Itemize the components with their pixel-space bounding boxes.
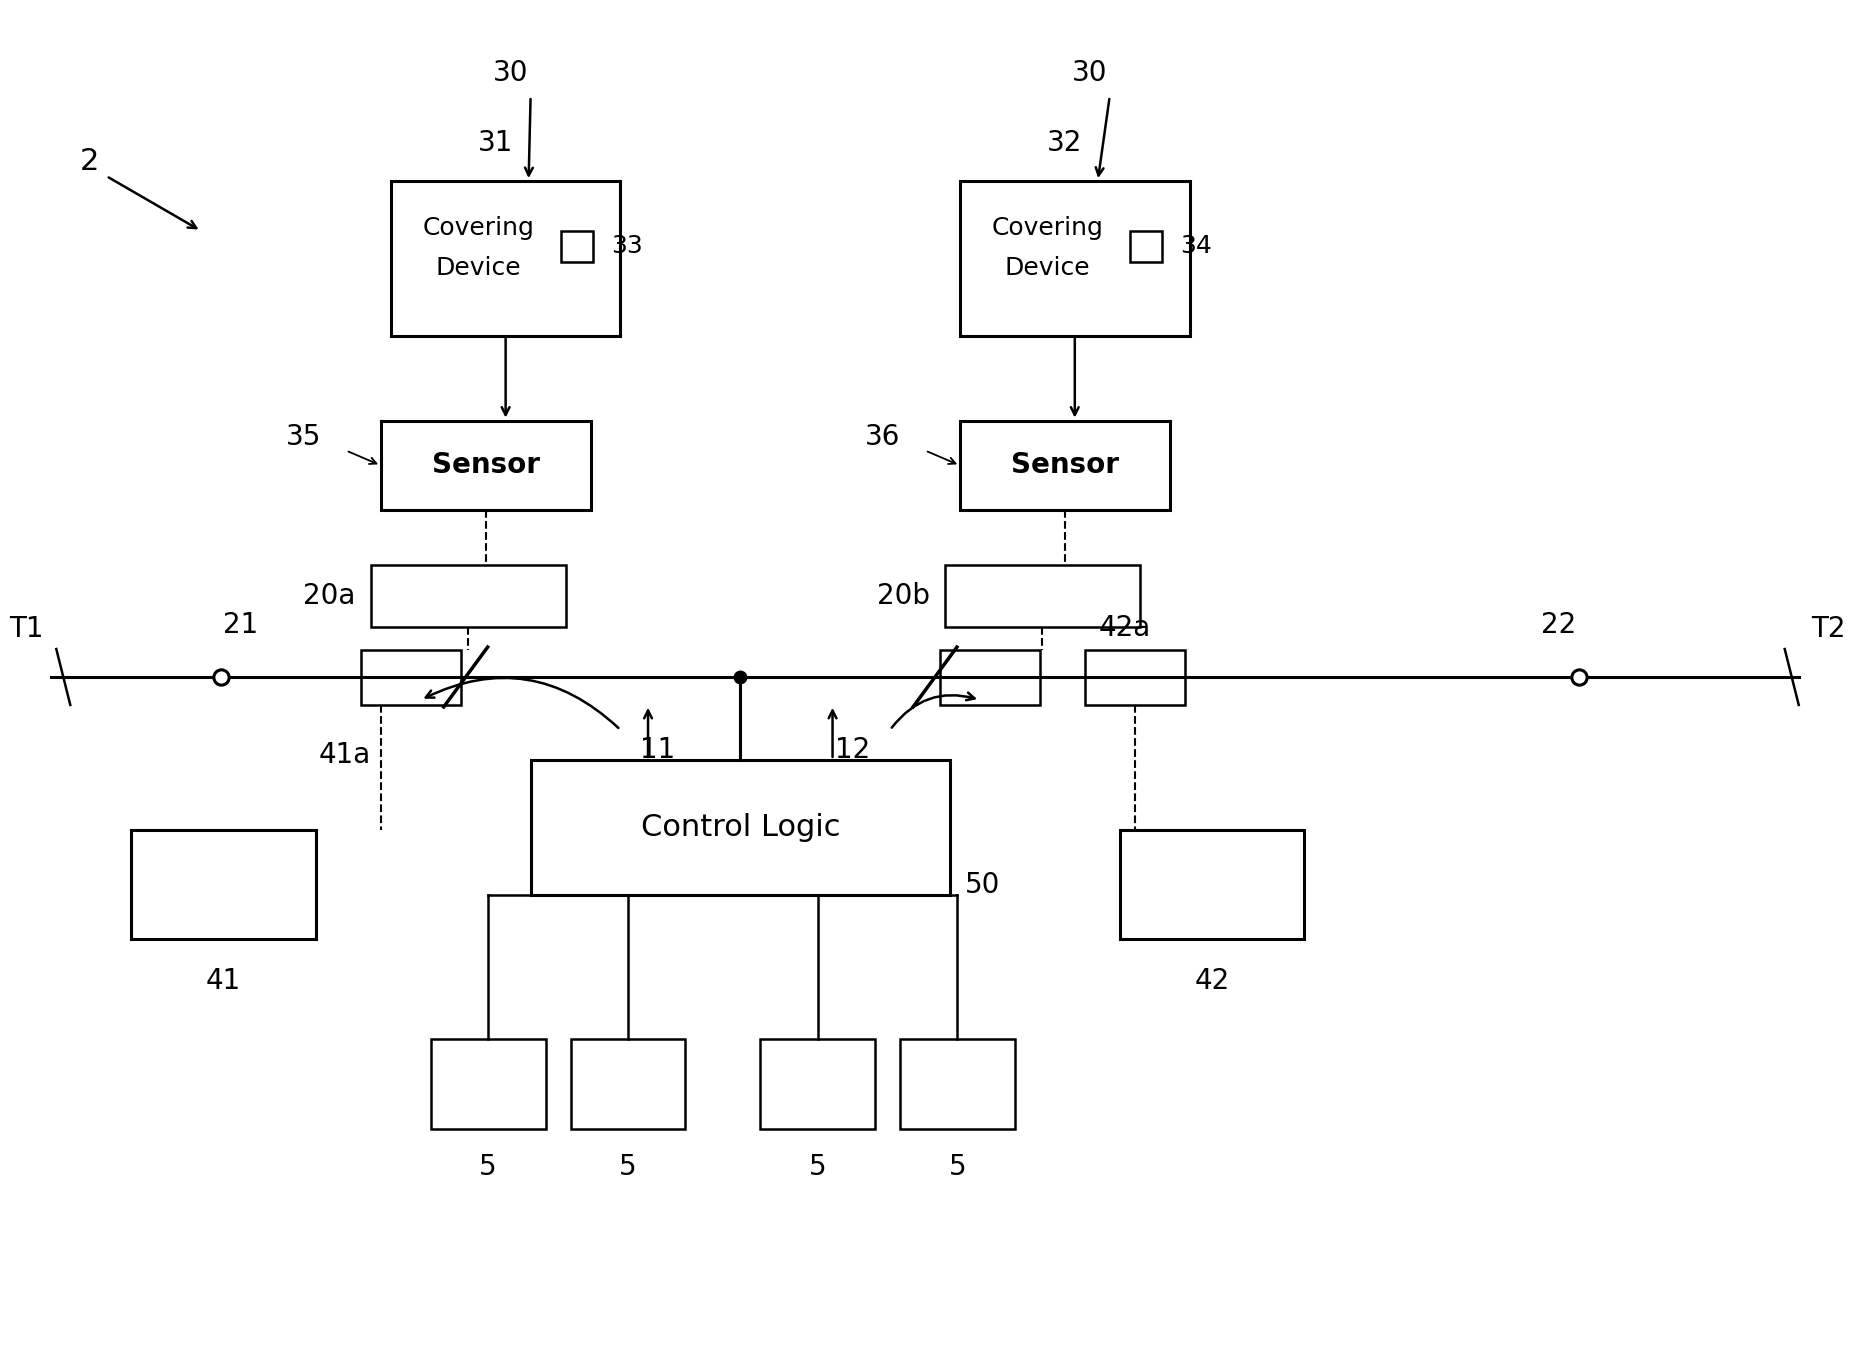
Text: 50: 50	[964, 871, 999, 899]
Text: Sensor: Sensor	[431, 451, 539, 479]
Text: 31: 31	[477, 129, 513, 157]
Text: 22: 22	[1542, 611, 1575, 639]
Bar	[391, 180, 621, 335]
Bar	[130, 829, 315, 940]
Text: 12: 12	[835, 736, 870, 763]
Text: 20b: 20b	[876, 583, 930, 610]
Bar	[360, 650, 460, 705]
Text: 21: 21	[224, 611, 259, 639]
Bar	[939, 650, 1040, 705]
Text: 30: 30	[1072, 59, 1107, 87]
Text: Device: Device	[1005, 256, 1089, 280]
Text: 34: 34	[1180, 234, 1212, 258]
Text: 30: 30	[492, 59, 528, 87]
Bar	[945, 565, 1139, 627]
Text: 20a: 20a	[304, 583, 356, 610]
Text: Sensor: Sensor	[1010, 451, 1118, 479]
Text: 33: 33	[610, 234, 641, 258]
Bar	[1118, 829, 1303, 940]
Text: 42a: 42a	[1098, 614, 1150, 642]
Text: 32: 32	[1046, 129, 1081, 157]
Text: T2: T2	[1810, 615, 1845, 643]
Text: 2: 2	[80, 147, 99, 175]
Bar	[431, 1039, 546, 1129]
Text: T1: T1	[9, 615, 43, 643]
Bar	[1085, 650, 1184, 705]
Text: 5: 5	[619, 1154, 636, 1180]
Bar	[380, 420, 591, 510]
Text: 41a: 41a	[319, 740, 371, 769]
Bar	[960, 420, 1169, 510]
Text: 42: 42	[1193, 968, 1228, 995]
Bar	[371, 565, 565, 627]
Text: 35: 35	[285, 424, 321, 451]
Bar	[561, 230, 593, 262]
Bar	[570, 1039, 684, 1129]
Bar	[531, 760, 949, 895]
Text: 5: 5	[809, 1154, 826, 1180]
Bar	[1130, 230, 1161, 262]
Text: Control Logic: Control Logic	[639, 813, 839, 841]
Bar	[960, 180, 1189, 335]
Text: Device: Device	[434, 256, 520, 280]
Bar	[900, 1039, 1014, 1129]
Text: 11: 11	[639, 736, 675, 763]
Text: 41: 41	[205, 968, 240, 995]
Text: Covering: Covering	[992, 215, 1103, 240]
Text: 5: 5	[949, 1154, 966, 1180]
Bar	[761, 1039, 874, 1129]
Text: 5: 5	[479, 1154, 496, 1180]
Text: Covering: Covering	[421, 215, 533, 240]
Text: 36: 36	[865, 424, 900, 451]
